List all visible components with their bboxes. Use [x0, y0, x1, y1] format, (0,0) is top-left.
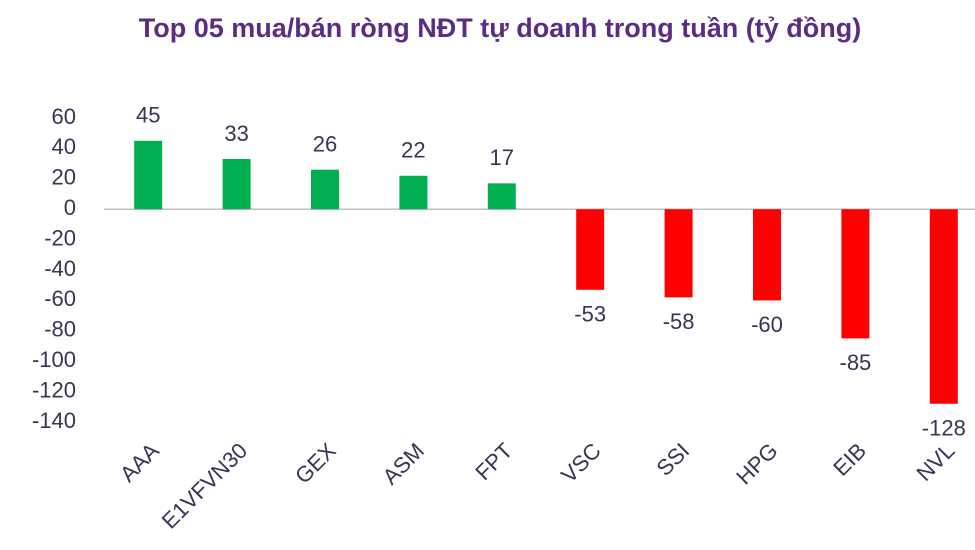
- bar: [399, 175, 428, 210]
- x-tick-label: VSC: [556, 438, 606, 488]
- x-tick-label: HPG: [731, 438, 782, 489]
- x-tick-label: AAA: [115, 438, 164, 487]
- y-tick-label: -20: [44, 225, 76, 250]
- y-tick-label: -80: [44, 317, 76, 342]
- y-tick-label: -100: [32, 347, 76, 372]
- y-tick-label: 40: [52, 134, 76, 159]
- x-tick-label: SSI: [651, 438, 694, 481]
- value-label: -58: [663, 309, 695, 334]
- bar: [134, 140, 163, 210]
- bar: [664, 209, 693, 298]
- bar: [929, 209, 958, 404]
- bar: [311, 169, 339, 210]
- value-label: -53: [574, 302, 606, 327]
- x-tick-label: EIB: [828, 438, 871, 481]
- x-tick-label: ASM: [378, 438, 429, 489]
- value-label: -128: [922, 416, 966, 441]
- y-tick-label: 0: [64, 195, 76, 220]
- y-tick-label: -120: [32, 377, 76, 402]
- x-tick-label: NVL: [912, 438, 960, 486]
- x-tick-label: FPT: [470, 438, 517, 485]
- value-label: -60: [751, 312, 783, 337]
- y-tick-label: -40: [44, 256, 76, 281]
- y-tick-label: -140: [32, 408, 76, 433]
- value-label: -85: [840, 350, 872, 375]
- bar: [222, 159, 251, 210]
- bar: [841, 209, 870, 339]
- x-tick-label: E1VFVN30: [157, 438, 253, 534]
- value-label: 17: [490, 145, 514, 170]
- value-label: 45: [136, 103, 160, 128]
- chart-title: Top 05 mua/bán ròng NĐT tự doanh trong t…: [138, 13, 862, 43]
- x-tick-label: GEX: [290, 438, 341, 489]
- y-tick-label: -60: [44, 286, 76, 311]
- y-tick-label: 60: [52, 104, 76, 129]
- value-label: 26: [313, 131, 337, 156]
- value-label: 33: [224, 121, 248, 146]
- y-tick-label: 20: [52, 165, 76, 190]
- bar: [753, 209, 781, 301]
- value-label: 22: [401, 138, 425, 163]
- bar: [487, 183, 516, 210]
- bar: [576, 209, 605, 290]
